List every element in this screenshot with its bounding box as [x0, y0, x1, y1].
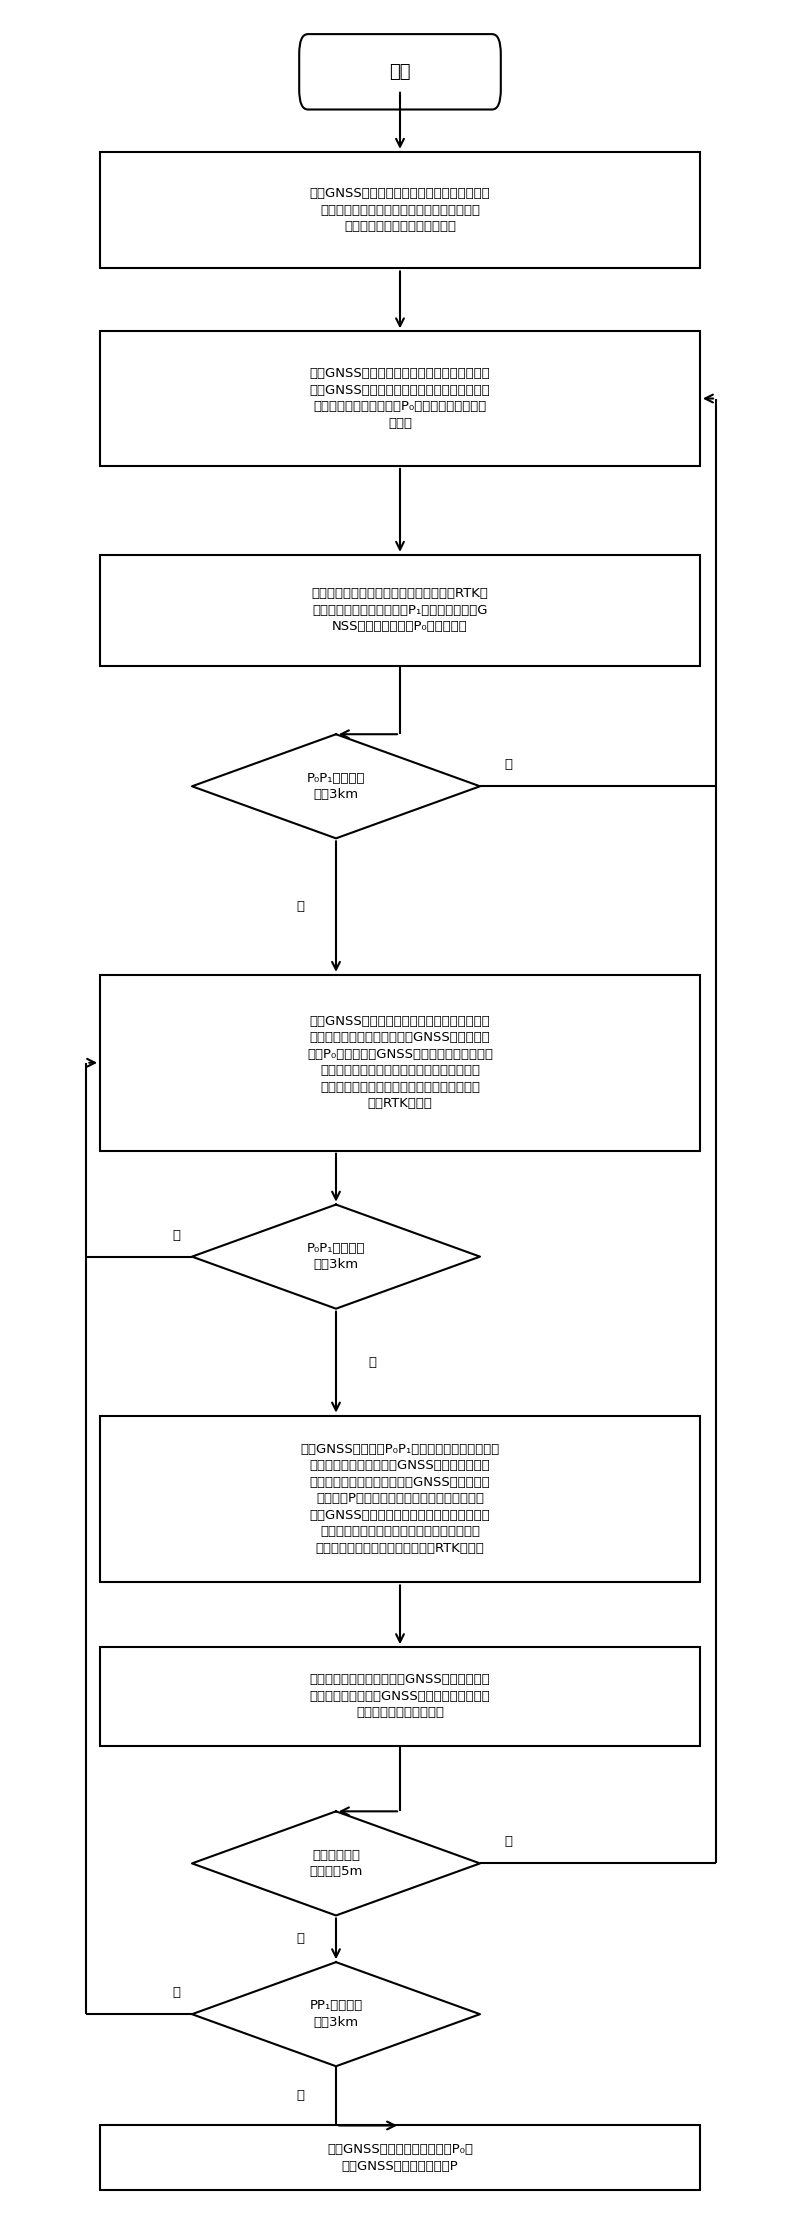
Bar — [100, 1647, 700, 1746]
Polygon shape — [192, 735, 480, 838]
Bar — [100, 974, 700, 1151]
Bar — [100, 554, 700, 666]
Text: 累计误差距离
是否大于5m: 累计误差距离 是否大于5m — [310, 1848, 362, 1877]
Text: P₀P₁距离是否
大于3km: P₀P₁距离是否 大于3km — [306, 1243, 366, 1272]
Text: 船载GNSS基准站沿P₀P₁方向以预定航速行驶，航
迹判断处理部分根据船载GNSS基准站起点位置
、航速和行驶时间计算出船载GNSS基准站当前
确定位置P，并将: 船载GNSS基准站沿P₀P₁方向以预定航速行驶，航 迹判断处理部分根据船载GNS… — [300, 1444, 500, 1556]
Polygon shape — [192, 1962, 480, 2065]
Text: 否: 否 — [296, 1933, 304, 1944]
Text: 船载GNSS基准站保持静止，差分信息解算部分
从航迹判断处理部分读取船载GNSS基准站准确
位置P₀，结合船载GNSS基准站接收的测距信息
、载波信息和导航电文: 船载GNSS基准站保持静止，差分信息解算部分 从航迹判断处理部分读取船载GNSS… — [307, 1015, 493, 1111]
Polygon shape — [192, 1205, 480, 1310]
Text: 航迹判断处理部分根据船载GNSS基准站观测速
度、预定航速和船载GNSS基准站准确位置，完
成航偏误差的计算、判决: 航迹判断处理部分根据船载GNSS基准站观测速 度、预定航速和船载GNSS基准站准… — [310, 1674, 490, 1719]
Text: 船载GNSS基准站停止行驶，状态解算部分根据
船载GNSS基准站接收的测距信息和导航电文信
息解算出基准站稳定位置P₀，并送至航迹判断处
理部分: 船载GNSS基准站停止行驶，状态解算部分根据 船载GNSS基准站接收的测距信息和… — [310, 367, 490, 429]
Text: 否: 否 — [172, 1229, 180, 1243]
Bar — [100, 331, 700, 465]
FancyBboxPatch shape — [299, 34, 501, 110]
Bar — [100, 2125, 700, 2190]
Text: 是: 是 — [504, 758, 512, 771]
Text: 航迹判断处理部分通过数据链路单元接收RTK流
动站目标工作区域中心位置P₁，并计算与船载G
NSS基准站所在位置P₀之间的距离: 航迹判断处理部分通过数据链路单元接收RTK流 动站目标工作区域中心位置P₁，并计… — [311, 588, 489, 633]
Text: 否: 否 — [296, 901, 304, 914]
Text: 船载GNSS基准站将获得的测距信息、载波信息
和导航电文信息，分别送至状态解算部分和数
据处理单元的差分信息解算部分: 船载GNSS基准站将获得的测距信息、载波信息 和导航电文信息，分别送至状态解算部… — [310, 188, 490, 232]
Polygon shape — [192, 1810, 480, 1915]
Text: 是: 是 — [368, 1357, 376, 1368]
Text: PP₁距离是否
大于3km: PP₁距离是否 大于3km — [310, 2000, 362, 2029]
Text: 是: 是 — [504, 1835, 512, 1848]
Bar — [100, 152, 700, 268]
Text: 开始: 开始 — [390, 63, 410, 80]
Bar — [100, 1415, 700, 1582]
Text: 船载GNSS基准站停止行驶，令P₀取
船载GNSS基准站当前位置P: 船载GNSS基准站停止行驶，令P₀取 船载GNSS基准站当前位置P — [327, 2143, 473, 2172]
Text: P₀P₁距离是否
大于3km: P₀P₁距离是否 大于3km — [306, 771, 366, 800]
Text: 否: 否 — [296, 2090, 304, 2103]
Text: 是: 是 — [172, 1987, 180, 1998]
